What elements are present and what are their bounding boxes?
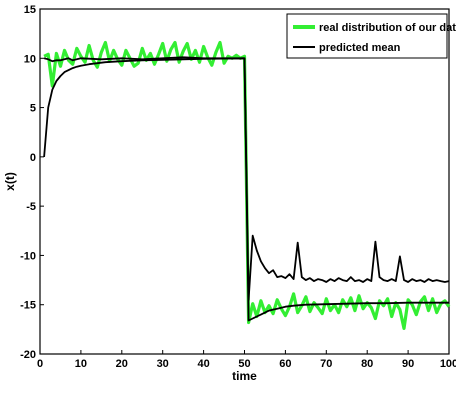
x-tick-label: 80 bbox=[361, 358, 373, 370]
x-tick-label: 10 bbox=[75, 358, 87, 370]
y-tick-label: -20 bbox=[20, 349, 36, 361]
x-tick-label: 100 bbox=[440, 358, 456, 370]
legend: real distribution of our data predicted … bbox=[286, 13, 456, 59]
legend-box bbox=[286, 13, 448, 59]
x-tick-label: 90 bbox=[402, 358, 414, 370]
legend-entry-real-distribution: real distribution of our data bbox=[319, 22, 456, 34]
x-tick-label: 30 bbox=[157, 358, 169, 370]
x-tick-label: 0 bbox=[37, 358, 43, 370]
y-tick-label: -10 bbox=[20, 250, 36, 262]
y-tick-label: 15 bbox=[24, 4, 36, 16]
series-line-2 bbox=[43, 56, 450, 301]
y-axis-label: x(t) bbox=[3, 172, 17, 191]
y-tick-label: 10 bbox=[24, 53, 36, 65]
x-tick-label: 70 bbox=[320, 358, 332, 370]
y-axis-ticks: 15 10 5 0 -5 -10 -15 -20 bbox=[20, 4, 44, 361]
y-tick-label: -5 bbox=[26, 201, 36, 213]
y-tick-label: -15 bbox=[20, 300, 36, 312]
legend-entry-predicted-mean: predicted mean bbox=[319, 42, 401, 54]
x-tick-label: 50 bbox=[238, 358, 250, 370]
y-tick-label: 0 bbox=[30, 152, 36, 164]
series-layer bbox=[43, 40, 451, 330]
x-tick-label: 20 bbox=[116, 358, 128, 370]
x-axis-ticks: 0 10 20 30 40 50 60 70 80 90 100 bbox=[37, 350, 456, 370]
x-tick-label: 40 bbox=[197, 358, 209, 370]
x-axis-label: time bbox=[232, 369, 257, 383]
x-tick-label: 60 bbox=[279, 358, 291, 370]
y-tick-label: 5 bbox=[30, 103, 36, 115]
